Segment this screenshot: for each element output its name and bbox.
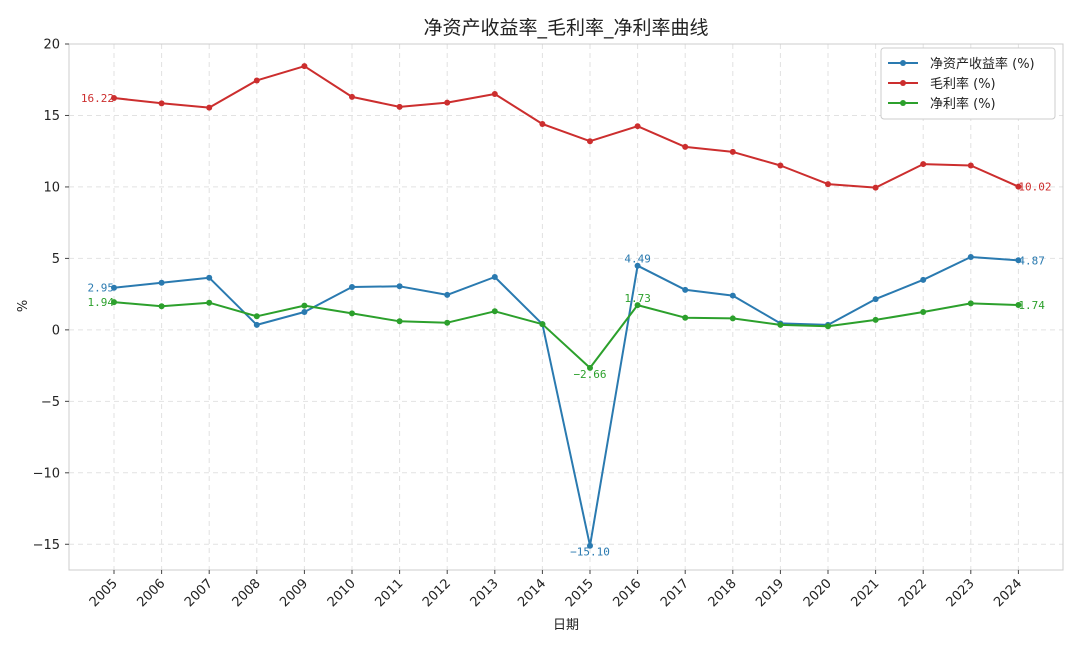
data-point — [1015, 183, 1022, 190]
data-point — [349, 283, 355, 290]
data-label: −15.10 — [570, 546, 610, 559]
y-tick-label: 10 — [43, 180, 60, 195]
data-point — [111, 95, 117, 102]
data-point — [825, 323, 831, 330]
legend-marker — [900, 100, 906, 106]
data-point — [729, 292, 736, 299]
data-point — [539, 321, 546, 328]
data-point — [920, 309, 927, 316]
data-point — [825, 181, 831, 188]
data-point — [444, 319, 451, 326]
y-axis-ticks: 20 15 10 5 0 −5 −10 −15 — [33, 38, 69, 553]
chart-title: 净资产收益率_毛利率_净利率曲线 — [423, 17, 708, 39]
data-label: 4.87 — [1018, 254, 1045, 267]
data-point — [301, 309, 308, 316]
data-point — [396, 283, 403, 290]
data-point — [349, 93, 355, 100]
legend-label: 毛利率 (%) — [930, 76, 996, 92]
data-point — [301, 63, 308, 70]
data-point — [634, 262, 641, 269]
data-point — [253, 313, 260, 320]
y-tick-label: 5 — [52, 252, 60, 267]
data-point — [967, 162, 974, 169]
data-point — [777, 162, 784, 169]
data-point — [444, 291, 451, 298]
y-tick-label: −5 — [41, 395, 60, 410]
data-point — [920, 161, 927, 168]
data-point — [634, 302, 641, 309]
y-tick-label: 0 — [52, 323, 60, 338]
data-point — [158, 100, 165, 107]
data-labels: 2.95 −15.10 4.49 4.87 16.22 10.02 1.94 −2.66 1.7… — [81, 92, 1052, 559]
y-axis-label: % — [16, 300, 31, 312]
data-point — [587, 138, 593, 145]
data-point — [491, 308, 498, 315]
x-axis-label: 日期 — [553, 618, 579, 633]
data-label: 1.94 — [88, 296, 115, 309]
legend: 净资产收益率 (%) 毛利率 (%) 净利率 (%) — [880, 47, 1056, 120]
data-point — [682, 286, 689, 293]
data-point — [872, 296, 879, 303]
y-tick-label: 20 — [43, 38, 60, 53]
legend-marker — [900, 60, 906, 66]
data-point — [158, 303, 165, 310]
data-label: 10.02 — [1018, 181, 1051, 194]
data-point — [920, 276, 927, 283]
series-layer — [111, 63, 1022, 549]
data-point — [777, 321, 784, 328]
data-label: 16.22 — [81, 92, 114, 105]
data-point — [967, 253, 974, 260]
legend-label: 净利率 (%) — [930, 96, 996, 112]
data-point — [349, 310, 355, 317]
legend-marker — [900, 80, 906, 86]
series-line — [113, 65, 1019, 189]
data-point — [206, 299, 213, 306]
data-point — [206, 104, 213, 111]
data-label: 2.95 — [88, 282, 115, 295]
data-point — [1015, 257, 1022, 264]
legend-box — [880, 47, 1056, 120]
data-point — [253, 77, 260, 84]
data-point — [729, 315, 736, 322]
series-line — [113, 256, 1019, 547]
data-point — [491, 91, 498, 98]
legend-label: 净资产收益率 (%) — [930, 56, 1035, 72]
data-point — [158, 279, 165, 286]
data-point — [206, 274, 213, 281]
data-point — [587, 364, 593, 371]
data-label: 1.74 — [1018, 299, 1045, 312]
data-label: 4.49 — [624, 253, 651, 266]
data-point — [111, 299, 117, 306]
plot-frame — [68, 43, 1064, 571]
data-point — [396, 318, 403, 325]
y-tick-label: 15 — [43, 109, 60, 124]
data-label: −2.66 — [573, 368, 606, 381]
data-point — [444, 99, 451, 106]
data-point — [491, 273, 498, 280]
data-point — [1015, 301, 1022, 308]
y-tick-label: −15 — [33, 538, 60, 553]
data-point — [682, 314, 689, 321]
data-point — [682, 143, 689, 150]
series-line — [113, 301, 1019, 369]
data-point — [396, 103, 403, 110]
data-point — [967, 300, 974, 307]
y-tick-label: −10 — [33, 466, 60, 481]
data-point — [587, 542, 593, 549]
data-point — [253, 321, 260, 328]
data-point — [111, 284, 117, 291]
data-point — [634, 123, 641, 130]
data-point — [872, 316, 879, 323]
data-point — [729, 148, 736, 155]
data-point — [301, 302, 308, 309]
data-label: 1.73 — [624, 292, 651, 305]
data-point — [539, 121, 546, 128]
data-point — [872, 184, 879, 191]
